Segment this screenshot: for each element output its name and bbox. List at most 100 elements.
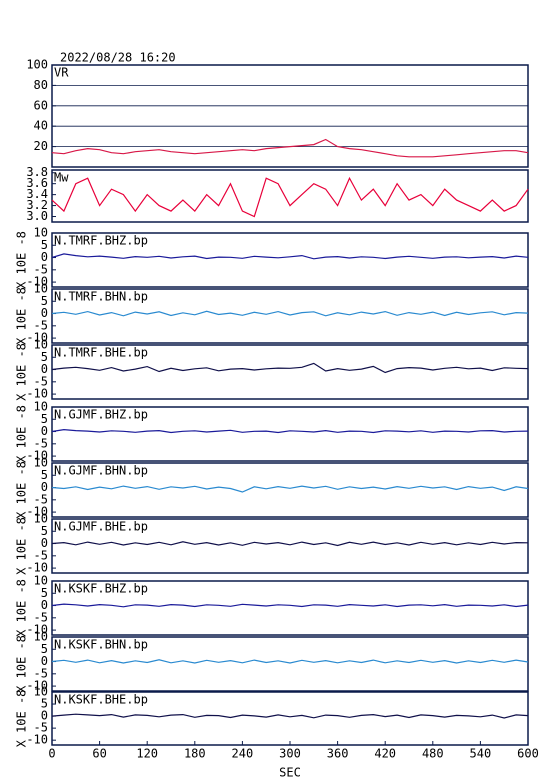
y-tick-label: -5 — [34, 610, 48, 624]
x-tick-label: 120 — [136, 747, 158, 761]
trace — [51, 541, 529, 547]
panel-label: N.GJMF.BHN.bp — [54, 464, 148, 478]
panel-frame — [51, 580, 529, 636]
y-tick-label: 0 — [41, 250, 48, 264]
y-axis-label: X 10E -8 — [15, 343, 29, 401]
y-tick-label: 10 — [34, 400, 48, 414]
panel-label: N.KSKF.BHZ.bp — [54, 582, 148, 596]
x-tick-label: 300 — [279, 747, 301, 761]
y-tick-label: 10 — [34, 685, 48, 699]
y-axis-label: X 10E -8 — [15, 405, 29, 463]
panel-frame — [51, 288, 529, 344]
panel-frame — [51, 169, 529, 223]
trace — [51, 310, 529, 317]
y-tick-label: 3.2 — [26, 198, 48, 212]
y-tick-label: 60 — [34, 98, 48, 112]
y-tick-label: 5 — [41, 524, 48, 538]
y-tick-label: 10 — [34, 456, 48, 470]
y-tick-label: 5 — [41, 586, 48, 600]
y-axis-label: X 10E -8 — [15, 287, 29, 345]
panel-label: N.GJMF.BHZ.bp — [54, 408, 148, 422]
y-tick-label: 10 — [34, 512, 48, 526]
panel-label: Mw — [54, 171, 69, 185]
y-tick-label: -10 — [26, 449, 48, 463]
y-tick-label: 5 — [41, 468, 48, 482]
trace — [51, 713, 529, 719]
y-tick-label: -10 — [26, 733, 48, 747]
y-axis-label: X 10E -8 — [15, 579, 29, 637]
panel-label: N.TMRF.BHN.bp — [54, 290, 148, 304]
y-tick-label: 0 — [41, 654, 48, 668]
panel-frame — [51, 462, 529, 518]
y-axis-label: X 10E -8 — [15, 231, 29, 289]
y-tick-label: 5 — [41, 642, 48, 656]
y-tick-label: -10 — [26, 387, 48, 401]
panel-label: VR — [54, 66, 69, 80]
panel-label: N.TMRF.BHE.bp — [54, 346, 148, 360]
y-tick-label: 0 — [41, 480, 48, 494]
y-tick-label: -5 — [34, 436, 48, 450]
y-tick-label: -10 — [26, 561, 48, 575]
y-tick-label: -5 — [34, 318, 48, 332]
y-tick-label: -5 — [34, 721, 48, 735]
y-tick-label: 20 — [34, 139, 48, 153]
x-tick-label: 480 — [422, 747, 444, 761]
y-tick-label: 3.8 — [26, 165, 48, 179]
y-axis-label: X 10E -8 — [15, 517, 29, 575]
y-tick-label: -10 — [26, 275, 48, 289]
panel-frame — [51, 64, 529, 168]
y-tick-label: -10 — [26, 505, 48, 519]
y-tick-label: -5 — [34, 374, 48, 388]
trace — [51, 362, 529, 374]
y-tick-label: 80 — [34, 78, 48, 92]
trace — [51, 603, 529, 608]
x-tick-label: 540 — [470, 747, 492, 761]
y-axis-label: X 10E -8 — [15, 461, 29, 519]
y-tick-label: 3.0 — [26, 209, 48, 223]
chart-title: 2022/08/28 16:20 — [60, 51, 176, 65]
y-axis-label: X 10E -8 — [15, 690, 29, 748]
y-tick-label: 3.4 — [26, 187, 48, 201]
y-tick-label: 10 — [34, 282, 48, 296]
y-tick-label: 5 — [41, 350, 48, 364]
y-axis-label: X 10E -8 — [15, 635, 29, 693]
y-tick-label: 10 — [34, 226, 48, 240]
y-tick-label: -10 — [26, 623, 48, 637]
x-tick-label: 0 — [48, 747, 55, 761]
trace — [51, 485, 529, 493]
y-tick-label: 0 — [41, 536, 48, 550]
trace — [51, 253, 529, 260]
y-tick-label: 0 — [41, 424, 48, 438]
trace — [51, 428, 529, 434]
panel-label: N.GJMF.BHE.bp — [54, 520, 148, 534]
panel-frame — [51, 232, 529, 288]
y-tick-label: 5 — [41, 412, 48, 426]
y-tick-label: -5 — [34, 548, 48, 562]
y-tick-label: 10 — [34, 338, 48, 352]
panel-frame — [51, 518, 529, 574]
panel-label: N.KSKF.BHE.bp — [54, 693, 148, 707]
x-tick-label: 60 — [92, 747, 106, 761]
x-axis-label: SEC — [279, 766, 301, 780]
trace — [51, 176, 529, 218]
trace — [51, 659, 529, 664]
y-tick-label: -10 — [26, 331, 48, 345]
y-tick-label: 0 — [41, 598, 48, 612]
y-tick-label: 0 — [41, 709, 48, 723]
y-tick-label: 10 — [34, 630, 48, 644]
panel-label: N.KSKF.BHN.bp — [54, 638, 148, 652]
y-tick-label: 0 — [41, 306, 48, 320]
panel-frame — [51, 406, 529, 462]
y-tick-label: 5 — [41, 238, 48, 252]
y-tick-label: 0 — [41, 362, 48, 376]
y-tick-label: -5 — [34, 262, 48, 276]
y-tick-label: 3.6 — [26, 176, 48, 190]
x-tick-label: 600 — [517, 747, 539, 761]
y-tick-label: 100 — [26, 58, 48, 72]
y-tick-label: 5 — [41, 294, 48, 308]
panel-label: N.TMRF.BHZ.bp — [54, 234, 148, 248]
trace — [51, 138, 529, 158]
panel-frame — [51, 344, 529, 400]
